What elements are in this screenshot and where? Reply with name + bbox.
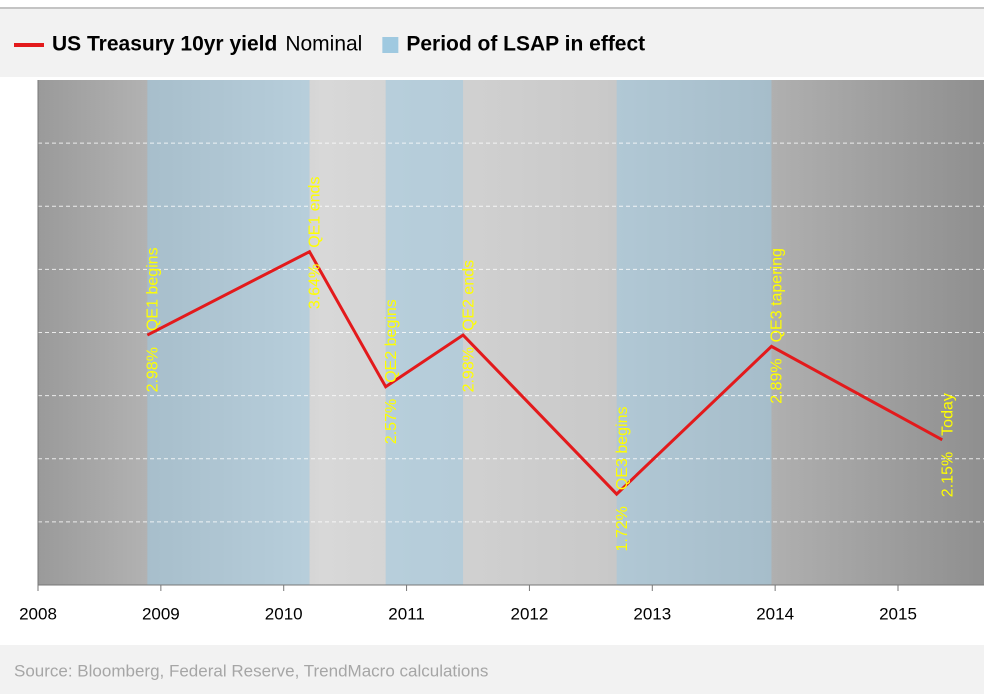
legend-label: Period of LSAP in effect [406, 33, 645, 56]
value-label: 2.89% [769, 358, 786, 403]
x-tick-label: 2008 [19, 604, 57, 623]
event-label: QE3 begins [614, 406, 631, 490]
source: Source: Bloomberg, Federal Reserve, Tren… [14, 661, 488, 680]
value-label: 2.57% [383, 399, 400, 444]
legend: US Treasury 10yr yield Nominal Period of L… [14, 33, 645, 56]
event-label: QE3 tapering [769, 248, 786, 342]
value-label: 2.15% [939, 452, 956, 497]
x-tick-label: 2009 [142, 604, 180, 623]
yield-line [146, 249, 943, 497]
x-tick-label: 2012 [511, 604, 549, 623]
legend-band [0, 9, 984, 77]
legend-subtitle: Nominal [285, 33, 362, 56]
footer-band [0, 645, 984, 694]
value-label: 2.98% [460, 347, 477, 392]
event-label: QE2 begins [383, 299, 400, 383]
value-label: 1.72% [614, 506, 631, 551]
x-tick-label: 2010 [265, 604, 303, 623]
x-tick-label: 2013 [633, 604, 671, 623]
value-label: 2.98% [145, 347, 162, 392]
event-label: QE1 begins [145, 247, 162, 331]
x-tick-label: 2015 [879, 604, 917, 623]
legend-swatch [382, 37, 399, 53]
legend-label: US Treasury 10yr yield [52, 33, 277, 56]
x-tick-label: 2014 [756, 604, 794, 623]
x-tick-label: 2011 [388, 604, 425, 623]
value-label: 3.64% [307, 264, 324, 309]
event-label: QE1 ends [307, 177, 324, 248]
event-label: QE2 ends [460, 260, 477, 331]
event-label: Today [939, 393, 956, 436]
